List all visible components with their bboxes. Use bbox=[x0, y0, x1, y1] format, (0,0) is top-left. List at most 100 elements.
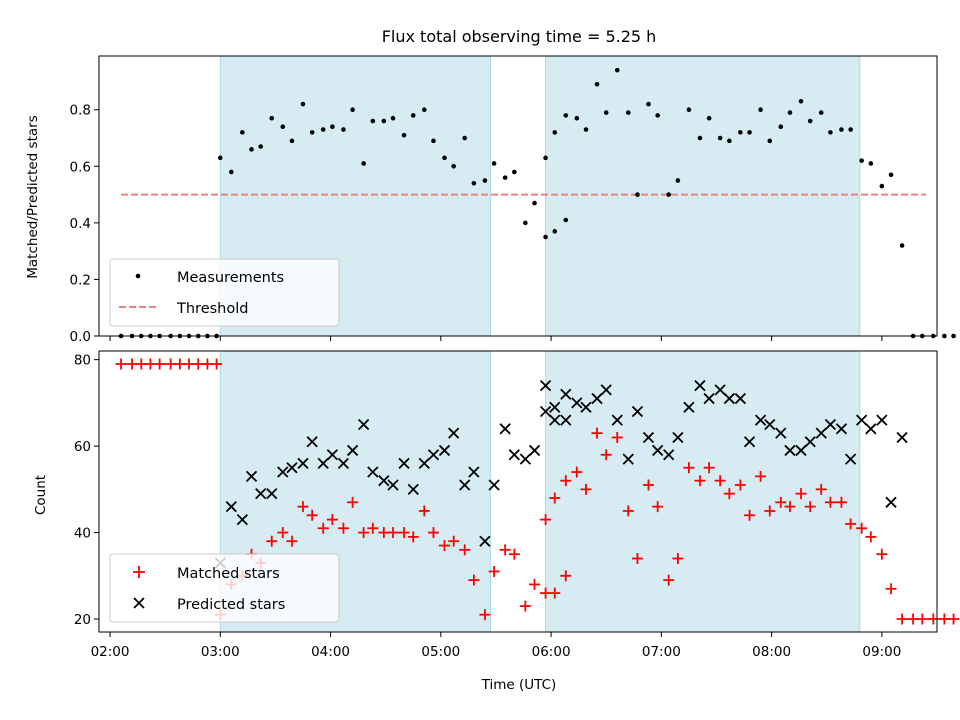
measurement-point bbox=[502, 175, 508, 180]
matched-star-point bbox=[479, 609, 491, 621]
measurement-point bbox=[229, 169, 234, 175]
predicted-star-point bbox=[438, 444, 451, 457]
matched-star-point bbox=[126, 358, 138, 370]
matched-star-point bbox=[201, 358, 213, 370]
predicted-star-point bbox=[784, 444, 796, 457]
measurement-point bbox=[462, 135, 468, 141]
matched-star-point bbox=[154, 358, 166, 370]
measurement-point bbox=[778, 124, 784, 130]
measurement-point bbox=[552, 130, 558, 135]
measurement-point bbox=[431, 138, 436, 144]
predicted-star-point bbox=[560, 388, 572, 400]
predicted-star-point bbox=[378, 475, 390, 487]
predicted-star-point bbox=[663, 449, 675, 461]
predicted-star-point bbox=[367, 466, 379, 478]
measurement-point bbox=[686, 107, 692, 113]
top-legend: Measurements Threshold bbox=[109, 258, 340, 327]
matched-star-point bbox=[714, 475, 726, 487]
measurement-point bbox=[848, 127, 853, 132]
matched-star-point bbox=[135, 358, 147, 370]
predicted-star-point bbox=[539, 379, 552, 392]
measurement-point bbox=[401, 132, 407, 138]
top-panel: 0.0 0.2 0.4 0.6 0.8 bbox=[70, 55, 956, 345]
bottom-y-tick-label: 60 bbox=[74, 439, 91, 455]
measurement-point bbox=[390, 115, 396, 121]
predicted-star-point bbox=[815, 427, 827, 439]
measurement-point bbox=[738, 130, 743, 135]
predicted-star-point bbox=[714, 384, 726, 396]
bottom-panel: 20 40 60 80 02:00 03:00 04:00 05:00 06:00 07:00 08… bbox=[74, 350, 960, 660]
predicted-star-point bbox=[306, 436, 318, 448]
predicted-star-point bbox=[418, 457, 430, 470]
matched-star-point bbox=[907, 613, 919, 625]
matched-star-point bbox=[916, 613, 928, 625]
bottom-x-tick-label: 09:00 bbox=[862, 644, 901, 660]
measurement-point bbox=[552, 229, 558, 234]
predicted-star-point bbox=[317, 457, 329, 470]
matched-star-point bbox=[824, 496, 836, 508]
measurement-point bbox=[217, 155, 223, 161]
measurement-point bbox=[410, 113, 416, 118]
predicted-star-point bbox=[580, 401, 592, 413]
legend-predicted-label: Predicted stars bbox=[177, 597, 285, 613]
matched-star-point bbox=[367, 522, 379, 534]
measurement-point bbox=[758, 107, 763, 113]
matched-star-point bbox=[804, 501, 816, 513]
matched-star-point bbox=[358, 527, 370, 539]
measurement-point bbox=[706, 115, 712, 121]
predicted-star-point bbox=[764, 418, 776, 431]
matched-star-point bbox=[631, 553, 643, 565]
matched-star-point bbox=[734, 479, 746, 491]
top-y-tick-label: 0.2 bbox=[70, 272, 91, 288]
measurement-point bbox=[269, 115, 275, 121]
measurement-point bbox=[646, 101, 651, 107]
matched-star-point bbox=[744, 509, 756, 521]
top-shaded-interval bbox=[545, 55, 861, 337]
measurement-point bbox=[839, 127, 844, 132]
predicted-star-point bbox=[387, 479, 399, 491]
measurement-point bbox=[583, 127, 589, 132]
predicted-star-point bbox=[499, 423, 511, 435]
matched-star-point bbox=[948, 613, 960, 625]
predicted-star-point bbox=[865, 423, 877, 435]
measurement-point bbox=[249, 147, 254, 152]
matched-star-point bbox=[784, 501, 796, 513]
predicted-star-point bbox=[448, 427, 460, 439]
bottom-y-axis-label: Count bbox=[33, 475, 49, 515]
matched-star-point bbox=[438, 540, 450, 552]
predicted-star-point bbox=[479, 535, 491, 547]
predicted-star-point bbox=[236, 513, 248, 526]
legend-predicted-marker bbox=[133, 597, 145, 609]
top-legend-box bbox=[109, 258, 340, 327]
measurement-point bbox=[655, 113, 660, 118]
predicted-star-point bbox=[326, 449, 339, 461]
bottom-axes-frame bbox=[98, 350, 938, 633]
measurement-point bbox=[563, 113, 569, 118]
matched-star-point bbox=[571, 466, 583, 478]
matched-star-point bbox=[723, 488, 735, 500]
predicted-star-point bbox=[560, 414, 572, 426]
matched-star-point bbox=[764, 505, 776, 517]
measurement-point bbox=[798, 98, 804, 104]
predicted-star-point bbox=[824, 418, 837, 431]
matched-star-point bbox=[663, 574, 675, 586]
predicted-star-point bbox=[245, 470, 258, 483]
measurement-point bbox=[361, 161, 366, 166]
measurement-point bbox=[512, 169, 517, 175]
predicted-star-point bbox=[488, 479, 500, 491]
predicted-star-point bbox=[672, 431, 684, 444]
matched-star-point bbox=[775, 496, 787, 508]
predicted-star-point bbox=[703, 392, 715, 405]
matched-star-point bbox=[672, 553, 684, 565]
matched-star-point bbox=[845, 518, 857, 530]
predicted-star-point bbox=[357, 418, 370, 431]
predicted-star-point bbox=[795, 444, 807, 457]
matched-star-point bbox=[938, 613, 950, 625]
legend-matched-label: Matched stars bbox=[177, 566, 280, 582]
matched-star-point bbox=[337, 522, 349, 534]
predicted-star-point bbox=[896, 431, 908, 444]
measurement-point bbox=[258, 144, 264, 149]
predicted-star-point bbox=[844, 453, 857, 465]
bottom-x-tick-label: 08:00 bbox=[752, 644, 791, 660]
matched-star-point bbox=[540, 587, 552, 599]
